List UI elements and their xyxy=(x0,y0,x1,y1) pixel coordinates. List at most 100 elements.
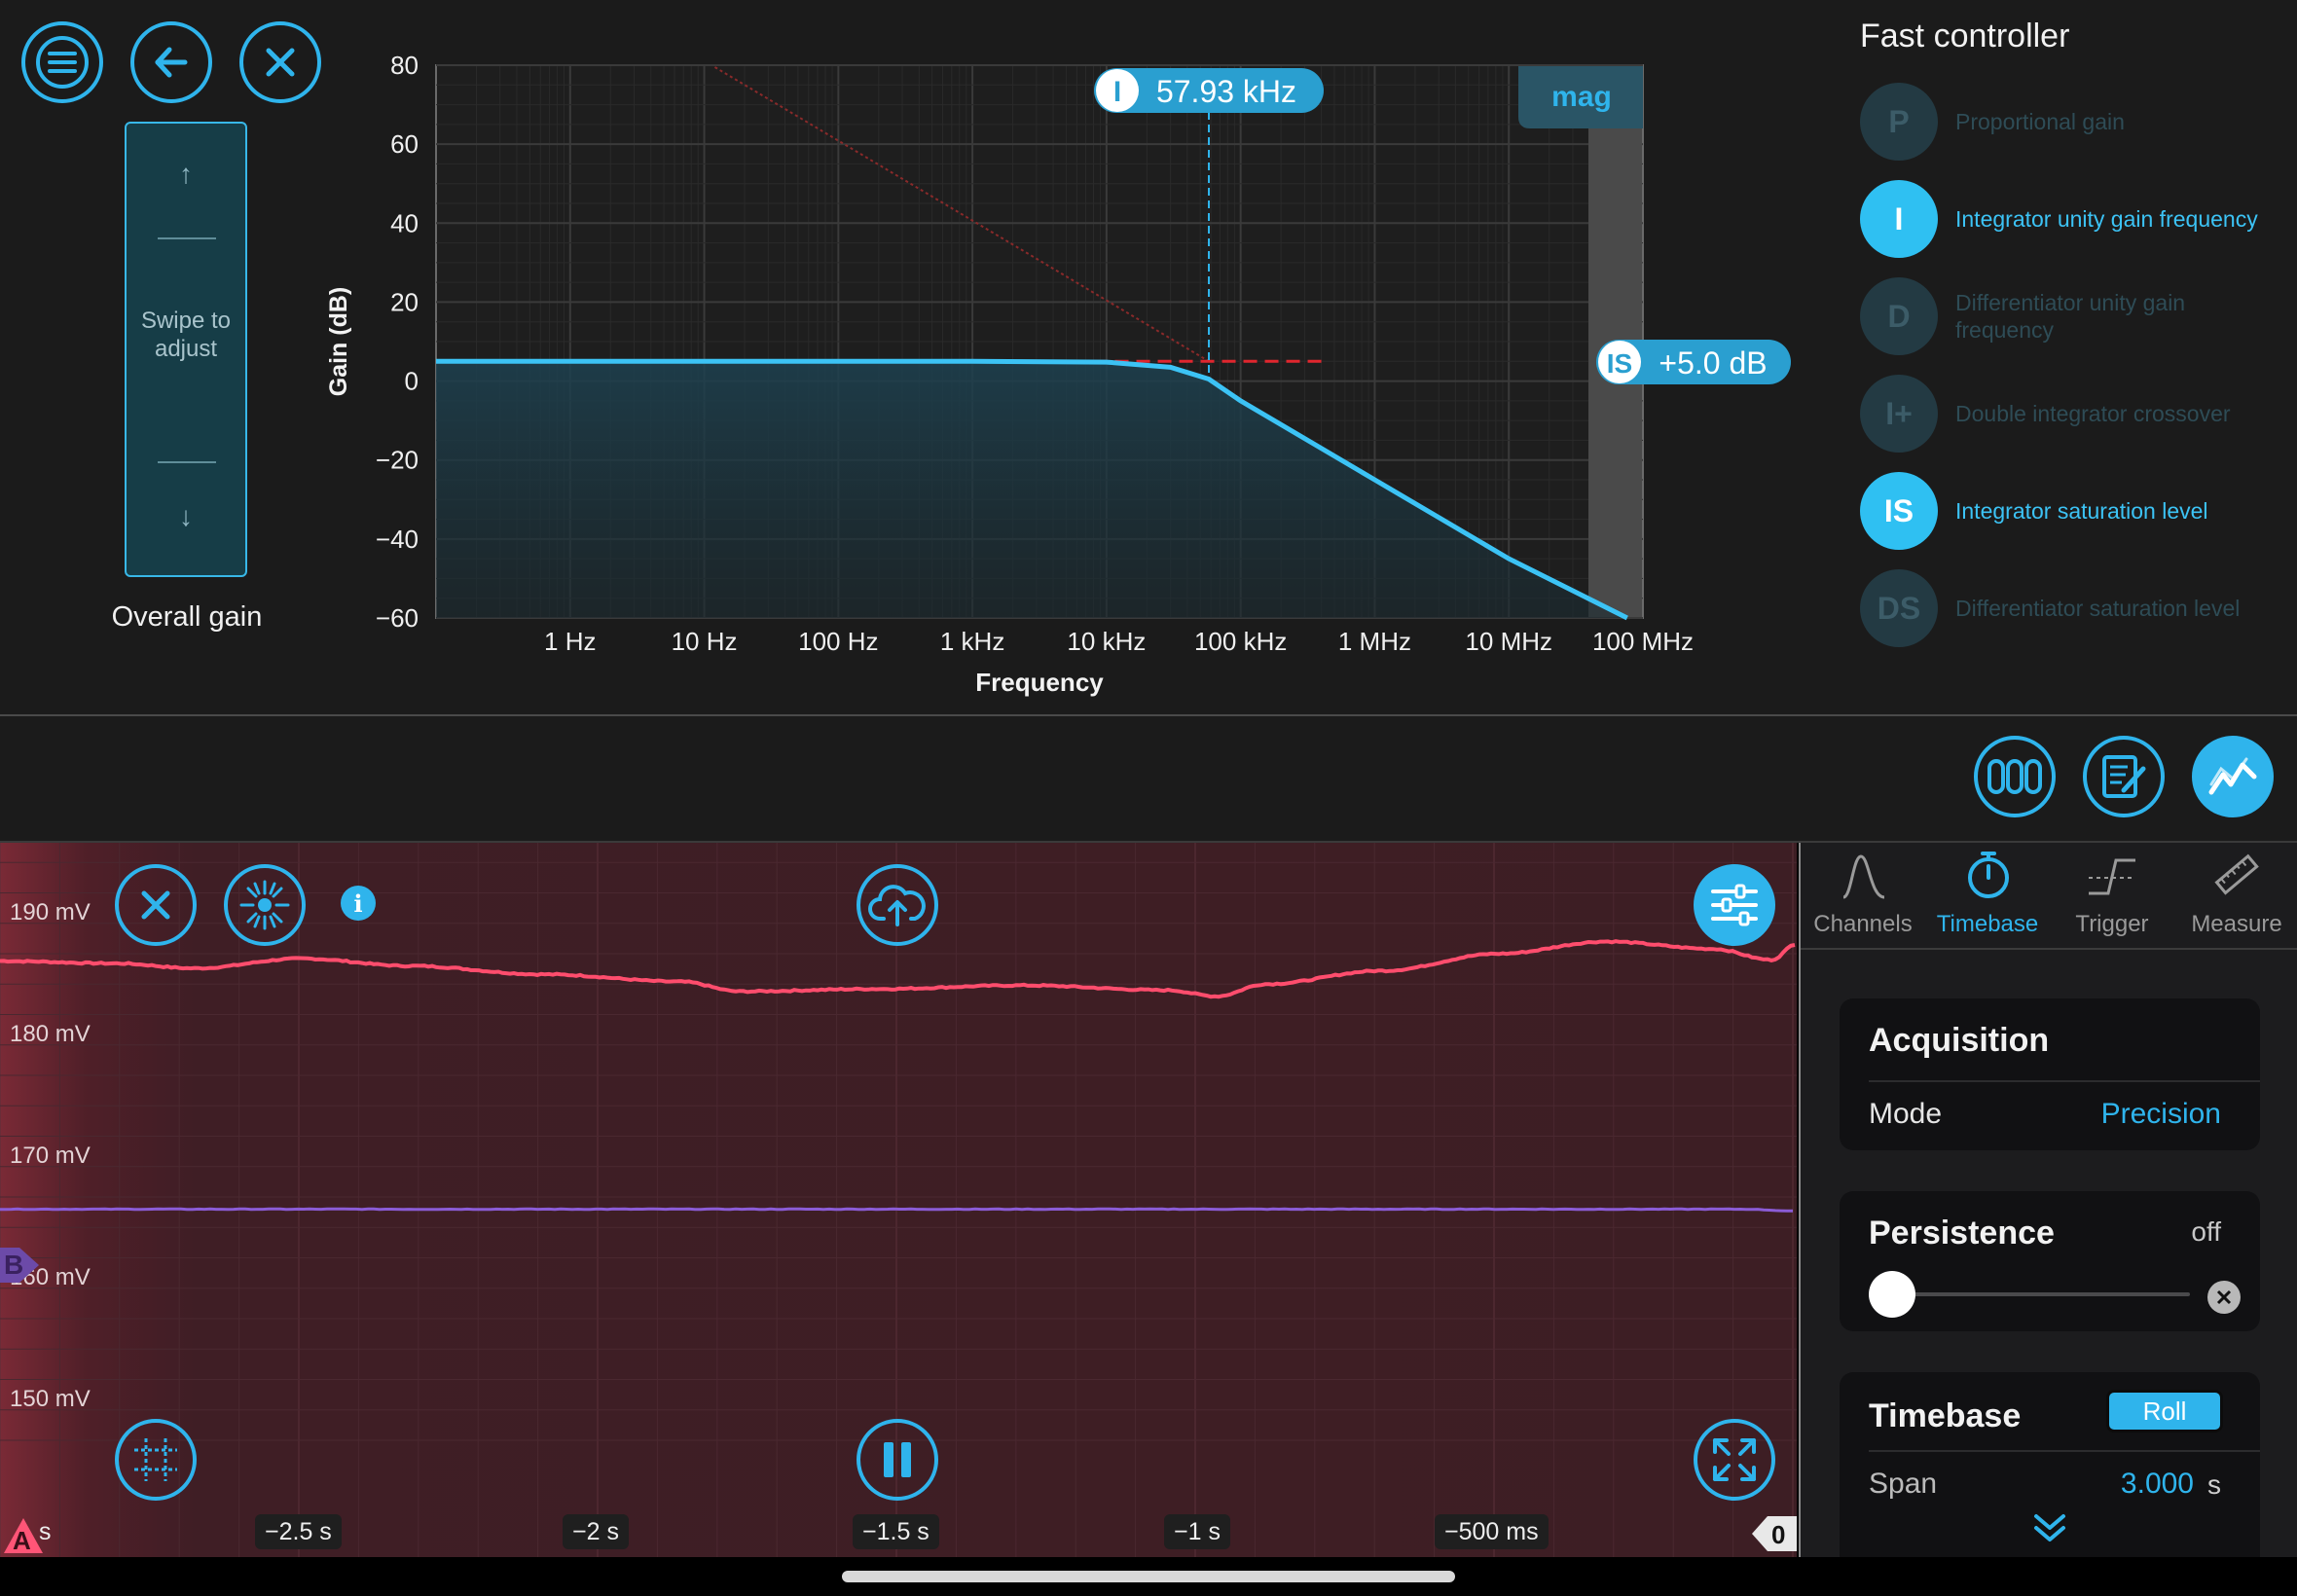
integrator-asymptote xyxy=(713,66,1210,363)
back-button[interactable] xyxy=(130,21,212,103)
fullscreen-button[interactable] xyxy=(1694,1419,1775,1501)
y-tick-label: −40 xyxy=(376,525,419,554)
fast-controller-title: Fast controller xyxy=(1860,18,2070,54)
fc-item-i[interactable]: I Integrator unity gain frequency xyxy=(1860,180,2288,258)
gain-area-fill xyxy=(436,361,1627,618)
fc-label: Integrator saturation level xyxy=(1955,498,2208,524)
fc-label: Differentiator saturation level xyxy=(1955,596,2241,621)
channel-a-letter: A xyxy=(13,1526,31,1555)
persistence-slider[interactable] xyxy=(1869,1271,2190,1318)
cloud-upload-icon xyxy=(868,885,926,926)
y-axis-label: Gain (dB) xyxy=(325,287,352,397)
x-tick-label: 1 Hz xyxy=(544,627,596,656)
y-label-190mv: 190 mV xyxy=(10,899,91,925)
swipe-hint: Swipe to adjust xyxy=(140,308,232,362)
acquisition-mode-value[interactable]: Precision xyxy=(2100,1098,2221,1130)
autoscale-button[interactable] xyxy=(224,864,306,946)
frequency-cursor-badge[interactable]: I 57.93 kHz xyxy=(1094,68,1324,113)
home-indicator[interactable] xyxy=(842,1571,1455,1582)
pause-button[interactable] xyxy=(857,1419,938,1501)
time-label-2s: −2 s xyxy=(563,1514,629,1549)
settings-sliders-button[interactable] xyxy=(1694,864,1775,946)
timebase-span-label: Span xyxy=(1869,1468,1938,1500)
hamburger-menu-icon xyxy=(36,36,89,89)
y-label-170mv: 170 mV xyxy=(10,1143,91,1169)
time-label-1s: −1 s xyxy=(1164,1514,1230,1549)
x-tick-label: 100 MHz xyxy=(1592,627,1694,656)
saturation-badge[interactable]: IS +5.0 dB xyxy=(1596,340,1791,384)
view-toolbar xyxy=(0,716,2297,843)
fc-item-p[interactable]: P Proportional gain xyxy=(1860,83,2288,161)
overall-gain-label: Overall gain xyxy=(111,601,263,633)
x-tick-label: 100 Hz xyxy=(798,627,878,656)
timebase-span-value[interactable]: 3.000 xyxy=(2120,1468,2194,1500)
y-tick-label: −60 xyxy=(376,603,419,633)
chevron-double-down-icon[interactable] xyxy=(2030,1510,2069,1545)
x-tick-label: 1 kHz xyxy=(940,627,1004,656)
close-button[interactable] xyxy=(239,21,321,103)
oscilloscope-button[interactable] xyxy=(2192,736,2274,817)
fc-label: Differentiator unity gain frequency xyxy=(1955,290,2186,343)
persistence-slider-knob[interactable] xyxy=(1869,1271,1915,1318)
cursor-badge-letter: I xyxy=(1113,76,1121,108)
acquisition-title: Acquisition xyxy=(1869,1022,2050,1059)
tab-channels[interactable]: Channels xyxy=(1801,843,1925,948)
x-tick-label: 10 kHz xyxy=(1067,627,1146,656)
notes-button[interactable] xyxy=(2083,736,2165,817)
mag-tab[interactable]: mag xyxy=(1518,66,1643,128)
sliders-icon xyxy=(1711,884,1758,926)
tab-trigger[interactable]: Trigger xyxy=(2050,843,2174,948)
persistence-card: Persistence off xyxy=(1840,1191,2260,1331)
persistence-value: off xyxy=(2191,1216,2221,1247)
menu-button[interactable] xyxy=(21,21,103,103)
overall-gain-slider[interactable]: ↑ Swipe to adjust ↓ xyxy=(125,122,247,577)
tab-timebase[interactable]: Timebase xyxy=(1925,843,2050,948)
trigger-zero-marker[interactable]: 0 xyxy=(1752,1514,1797,1553)
time-label-1-5s: −1.5 s xyxy=(853,1514,939,1549)
roll-button[interactable]: Roll xyxy=(2106,1390,2223,1433)
pause-icon xyxy=(884,1442,911,1477)
info-button[interactable]: i xyxy=(341,886,376,921)
close-x-icon xyxy=(266,48,295,77)
fc-item-is[interactable]: IS Integrator saturation level xyxy=(1860,472,2288,550)
channel-a-trace xyxy=(0,939,1796,999)
persistence-clear-button[interactable] xyxy=(2207,1281,2241,1314)
y-tick-label: 40 xyxy=(390,208,419,237)
time-label-500ms: −500 ms xyxy=(1435,1514,1549,1549)
x-tick-label: 100 kHz xyxy=(1194,627,1287,656)
scope-settings-panel: Channels Timebase Trigger Measure Ac xyxy=(1799,843,2297,1557)
tab-measure[interactable]: Measure xyxy=(2174,843,2297,948)
y-tick-label: 20 xyxy=(390,287,419,316)
saturation-badge-letter: IS xyxy=(1607,348,1632,379)
down-arrow-icon: ↓ xyxy=(179,501,193,531)
fc-item-d[interactable]: D Differentiator unity gain frequency xyxy=(1860,277,2288,355)
burst-icon xyxy=(239,880,290,930)
up-arrow-icon: ↑ xyxy=(179,159,193,189)
bode-plot[interactable]: 80 60 40 20 0 −20 −40 −60 1 Hz 10 Hz 100 Hz 1 kHz 1… xyxy=(311,39,1830,710)
trigger-edge-icon xyxy=(2089,858,2135,895)
time-label-2-5s: −2.5 s xyxy=(255,1514,342,1549)
acquisition-card: Acquisition Mode Precision xyxy=(1840,998,2260,1150)
registers-icon xyxy=(1987,759,2042,794)
channel-b-trace xyxy=(0,1207,1793,1213)
y-tick-label: 80 xyxy=(390,51,419,80)
channel-a-marker[interactable]: A xyxy=(2,1516,45,1555)
export-cloud-button[interactable] xyxy=(857,864,938,946)
fc-badge: P xyxy=(1860,83,1938,161)
grid-cursor-button[interactable] xyxy=(115,1419,197,1501)
fc-badge: I xyxy=(1860,180,1938,258)
scope-close-button[interactable] xyxy=(115,864,197,946)
timebase-title: Timebase xyxy=(1869,1397,2022,1434)
channel-b-letter: B xyxy=(4,1250,24,1280)
grid-crosshair-icon xyxy=(134,1438,177,1481)
channel-b-marker[interactable]: B xyxy=(0,1244,43,1287)
fc-item-ds[interactable]: DS Differentiator saturation level xyxy=(1860,569,2288,647)
registers-button[interactable] xyxy=(1974,736,2056,817)
acquisition-mode-label: Mode xyxy=(1869,1098,1943,1130)
controller-section: ↑ Swipe to adjust ↓ Overall gain 80 60 40 2… xyxy=(0,0,2297,714)
expand-arrows-icon xyxy=(1713,1438,1756,1481)
close-x-icon xyxy=(141,890,170,920)
fc-label: Proportional gain xyxy=(1955,109,2125,134)
fc-label: Double integrator crossover xyxy=(1955,401,2231,426)
fc-item-i-plus[interactable]: I+ Double integrator crossover xyxy=(1860,375,2288,453)
